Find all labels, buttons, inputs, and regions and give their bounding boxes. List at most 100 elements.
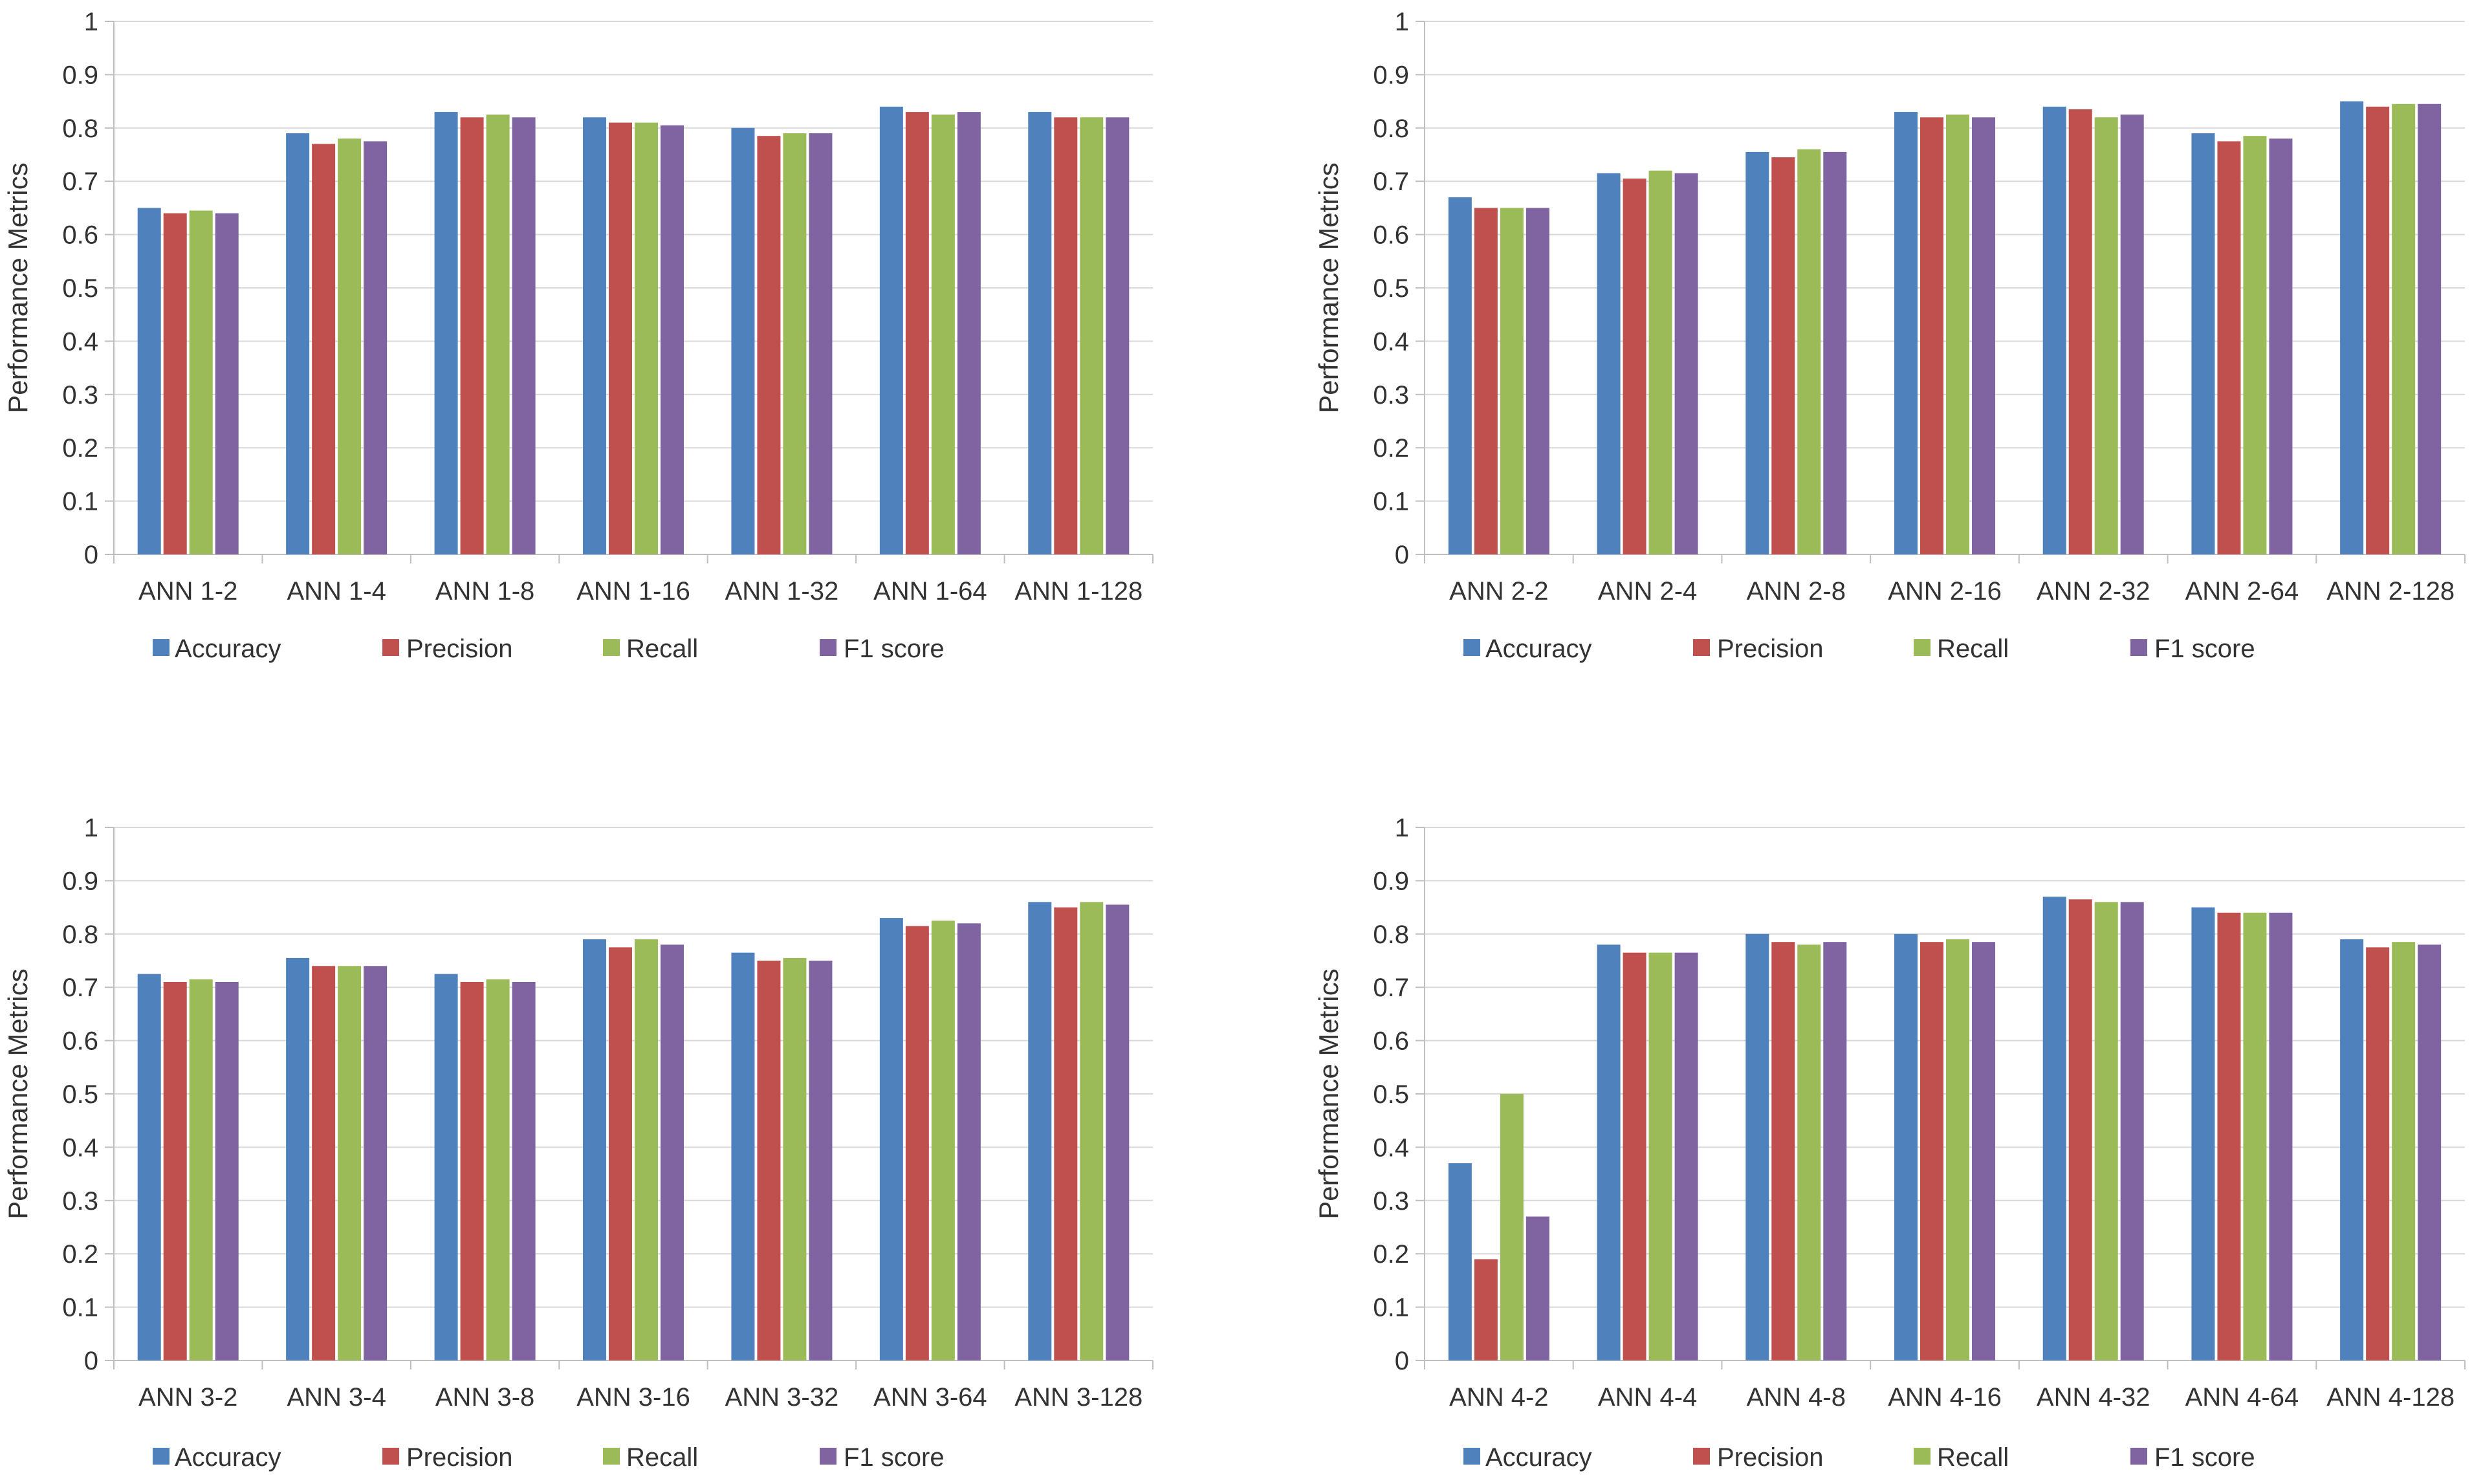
bar-f1-score <box>2120 115 2144 554</box>
bar-recall <box>783 133 807 555</box>
bar-precision <box>1623 952 1646 1360</box>
bar-f1-score <box>215 981 239 1360</box>
y-tick-label: 0.7 <box>62 168 98 196</box>
bar-precision <box>609 122 632 554</box>
bar-f1-score <box>2120 902 2144 1360</box>
bar-f1-score <box>809 133 833 555</box>
bar-f1-score <box>1526 208 1549 554</box>
bar-precision <box>460 981 484 1360</box>
bar-recall <box>2392 104 2416 555</box>
y-tick-label: 0.6 <box>62 1027 98 1056</box>
bar-accuracy <box>1448 1163 1472 1360</box>
bar-accuracy <box>1028 902 1052 1360</box>
x-tick-label: ANN 1-32 <box>725 577 839 606</box>
y-tick-label: 0.9 <box>1373 61 1409 89</box>
y-tick-label: 0.1 <box>62 488 98 516</box>
y-tick-label: 0.8 <box>62 115 98 143</box>
legend-label: F1 score <box>2154 1443 2255 1472</box>
legend-swatch <box>382 639 399 656</box>
x-tick-label: ANN 1-64 <box>873 577 987 606</box>
bar-precision <box>905 112 929 554</box>
bar-accuracy <box>2191 133 2215 555</box>
bar-precision <box>2068 899 2092 1360</box>
bar-recall <box>783 957 807 1360</box>
bar-accuracy <box>1894 112 1918 554</box>
y-tick-label: 0.6 <box>1373 221 1409 250</box>
bar-f1-score <box>512 981 536 1360</box>
x-tick-label: ANN 3-32 <box>725 1383 839 1412</box>
y-tick-label: 0.6 <box>62 221 98 250</box>
x-tick-label: ANN 1-16 <box>576 577 690 606</box>
bar-accuracy <box>286 133 310 555</box>
bar-recall <box>1500 208 1524 554</box>
bar-f1-score <box>2418 944 2442 1360</box>
y-tick-label: 0.2 <box>1373 434 1409 463</box>
bar-accuracy <box>286 957 310 1360</box>
bar-f1-score <box>661 125 684 554</box>
legend-swatch <box>1914 639 1931 656</box>
bar-recall <box>635 122 658 554</box>
x-tick-label: ANN 3-2 <box>138 1383 237 1412</box>
x-tick-label: ANN 3-16 <box>576 1383 690 1412</box>
y-tick-label: 0 <box>84 1347 98 1375</box>
y-tick-label: 0.6 <box>1373 1027 1409 1056</box>
bar-recall <box>1946 115 1969 554</box>
x-tick-label: ANN 1-128 <box>1014 577 1143 606</box>
bar-f1-score <box>2269 912 2293 1360</box>
bar-accuracy <box>1597 173 1621 555</box>
bar-accuracy <box>137 208 161 554</box>
bar-precision <box>1920 942 1943 1360</box>
bar-precision <box>1771 942 1795 1360</box>
bar-recall <box>931 115 955 554</box>
legend-label: Recall <box>1937 635 2009 663</box>
bar-recall <box>486 115 510 554</box>
bar-recall <box>1648 170 1672 555</box>
chart-panel-4: 0 0.1 0.2 0.3 0.4 0.5 0.6 0.7 0.8 0.9 1 ANN 4-2 ANN … <box>1313 814 2466 1472</box>
x-tick-label: ANN 4-32 <box>2037 1383 2150 1412</box>
bar-accuracy <box>731 952 755 1360</box>
bar-precision <box>2366 947 2390 1360</box>
y-tick-label: 0.2 <box>1373 1240 1409 1269</box>
y-tick-label: 0.7 <box>62 974 98 1002</box>
bar-accuracy <box>2340 939 2364 1360</box>
bar-accuracy <box>1745 933 1769 1360</box>
x-tick-label: ANN 4-16 <box>1888 1383 2002 1412</box>
bar-recall <box>931 921 955 1360</box>
x-tick-label: ANN 4-8 <box>1747 1383 1846 1412</box>
bar-precision <box>757 136 781 554</box>
y-tick-label: 0.8 <box>1373 921 1409 949</box>
bar-precision <box>2366 106 2390 555</box>
legend-swatch <box>1914 1448 1931 1465</box>
bar-recall <box>1648 952 1672 1360</box>
x-tick-label: ANN 2-2 <box>1449 577 1548 606</box>
bar-precision <box>2217 912 2241 1360</box>
y-tick-label: 0.2 <box>62 434 98 463</box>
bar-recall <box>2094 117 2118 554</box>
x-tick-label: ANN 2-16 <box>1888 577 2002 606</box>
legend-swatch <box>603 639 620 656</box>
bar-f1-score <box>215 213 239 554</box>
bar-accuracy <box>1448 197 1472 554</box>
bar-precision <box>1474 208 1498 554</box>
y-tick-label: 0.7 <box>1373 168 1409 196</box>
x-tick-label: ANN 2-4 <box>1598 577 1697 606</box>
bar-f1-score <box>364 141 388 554</box>
y-tick-label: 0.4 <box>62 327 98 356</box>
bar-precision <box>460 117 484 554</box>
legend-label: F1 score <box>2154 635 2255 663</box>
bar-accuracy <box>1597 944 1621 1360</box>
bar-accuracy <box>1894 933 1918 1360</box>
x-tick-label: ANN 2-128 <box>2326 577 2455 606</box>
legend-swatch <box>820 639 837 656</box>
bar-f1-score <box>957 112 981 554</box>
bar-recall <box>2094 902 2118 1360</box>
x-tick-label: ANN 2-32 <box>2037 577 2150 606</box>
legend-label: Precision <box>406 1443 513 1472</box>
bar-precision <box>163 213 187 554</box>
bar-f1-score <box>2269 138 2293 554</box>
y-axis-title: Performance Metrics <box>1313 162 1344 413</box>
legend-swatch <box>153 639 170 656</box>
bar-accuracy <box>879 106 903 555</box>
legend-swatch <box>1463 639 1480 656</box>
bar-accuracy <box>434 112 458 554</box>
